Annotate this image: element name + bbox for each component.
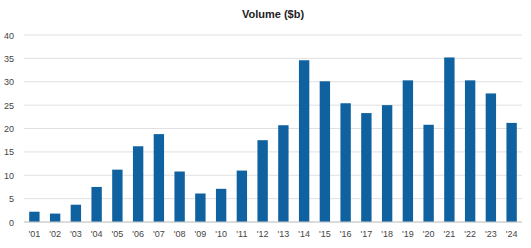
y-tick-label: 25: [4, 101, 14, 111]
x-tick-label: '24: [506, 229, 518, 239]
x-tick-label: '14: [298, 229, 310, 239]
grid-line: [24, 222, 522, 223]
bar: [154, 134, 164, 222]
bar: [382, 105, 392, 222]
bar: [423, 125, 433, 222]
bar: [320, 81, 330, 222]
x-tick-label: '20: [423, 229, 435, 239]
bar: [195, 193, 205, 222]
x-tick-label: '19: [402, 229, 414, 239]
bar: [506, 123, 516, 222]
bar: [444, 57, 454, 222]
bars: [29, 57, 517, 222]
chart-svg: Volume ($b) 0 5 10 15 20 25 30 35 40 '01 '02 '03 '04 '…: [0, 0, 531, 248]
x-tick-label: '04: [91, 229, 103, 239]
y-tick-label: 35: [4, 54, 14, 64]
bar: [29, 212, 39, 222]
bar: [91, 187, 101, 222]
x-tick-label: '07: [153, 229, 165, 239]
chart-container: Volume ($b) 0 5 10 15 20 25 30 35 40 '01 '02 '03 '04 '…: [0, 0, 531, 248]
x-tick-label: '15: [319, 229, 331, 239]
x-tick-label: '05: [112, 229, 124, 239]
bar: [174, 172, 184, 222]
x-tick-label: '22: [464, 229, 476, 239]
x-tick-label: '11: [236, 229, 247, 239]
x-tick-label: '02: [49, 229, 61, 239]
y-tick-label: 0: [9, 218, 14, 228]
x-axis-line: [24, 222, 522, 223]
grid-line: [24, 35, 522, 36]
x-tick-label: '18: [381, 229, 393, 239]
bar: [112, 170, 122, 222]
x-tick-label: '17: [361, 229, 373, 239]
x-tick-label: '16: [340, 229, 352, 239]
bar: [299, 60, 309, 222]
x-tick-label: '06: [132, 229, 144, 239]
y-tick-label: 20: [4, 124, 14, 134]
y-tick-label: 5: [9, 194, 14, 204]
y-tick-label: 30: [4, 77, 14, 87]
x-tick-label: '23: [485, 229, 497, 239]
bar: [340, 103, 350, 222]
y-tick-label: 15: [4, 147, 14, 157]
x-tick-label: '08: [174, 229, 186, 239]
bar: [50, 214, 60, 222]
x-tick-label: '01: [29, 229, 41, 239]
bar: [216, 189, 226, 222]
bar: [465, 80, 475, 222]
bar: [403, 80, 413, 222]
x-tick-label: '21: [444, 229, 456, 239]
y-tick-label: 10: [4, 171, 14, 181]
bar: [361, 113, 371, 222]
x-tick-label: '09: [195, 229, 207, 239]
x-tick-label: '10: [215, 229, 227, 239]
x-tick-label: '13: [278, 229, 290, 239]
bar: [257, 140, 267, 222]
x-tick-label: '03: [70, 229, 82, 239]
bar: [237, 171, 247, 222]
x-tick-label: '12: [257, 229, 269, 239]
bar: [486, 93, 496, 222]
bar: [133, 146, 143, 222]
bar: [278, 125, 288, 222]
chart-title: Volume ($b): [242, 8, 304, 20]
bar: [71, 205, 81, 222]
y-tick-label: 40: [4, 31, 14, 41]
